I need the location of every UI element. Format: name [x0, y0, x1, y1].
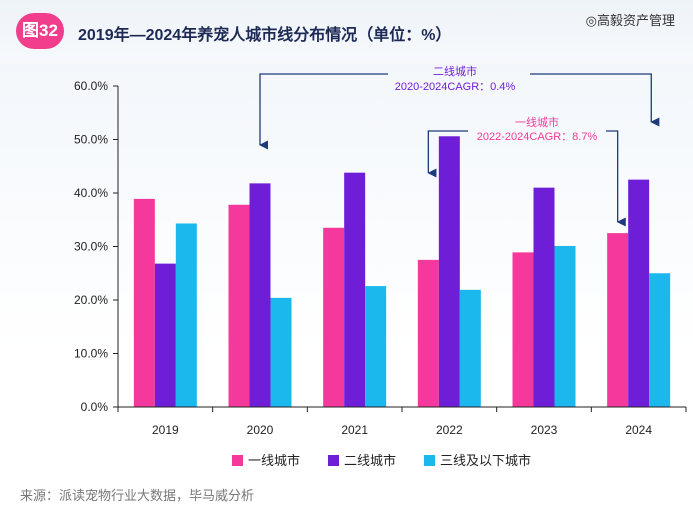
- bar-一线城市-2020: [228, 204, 250, 407]
- x-tick-label: 2024: [625, 423, 652, 437]
- bar-一线城市-2022: [417, 259, 439, 407]
- x-tick-label: 2020: [247, 423, 274, 437]
- legend-label: 三线及以下城市: [440, 453, 531, 468]
- legend-swatch: [328, 455, 339, 466]
- cagr-arrow-tier2-left: [259, 73, 388, 150]
- bar-二线城市-2021: [344, 172, 366, 407]
- bar-一线城市-2024: [607, 233, 629, 407]
- bar-二线城市-2020: [249, 183, 271, 407]
- bar-三线及以下城市-2024: [649, 273, 671, 407]
- x-tick-label: 2019: [152, 423, 179, 437]
- legend-swatch: [232, 455, 243, 466]
- chart-title: 2019年—2024年养宠人城市线分布情况（单位：%）: [78, 27, 452, 44]
- figure-badge: 图32: [16, 13, 64, 49]
- bar-二线城市-2023: [533, 187, 555, 407]
- y-tick-label: 20.0%: [74, 293, 108, 307]
- legend-label: 一线城市: [248, 453, 300, 468]
- bar-三线及以下城市-2022: [459, 289, 481, 407]
- x-axis: 2019 2020 2021 2022 2023 2024: [117, 406, 687, 437]
- y-tick-label: 60.0%: [74, 79, 108, 93]
- bar-二线城市-2022: [438, 136, 460, 408]
- bar-一线城市-2021: [323, 227, 345, 407]
- y-axis: 0.0% 10.0% 20.0% 30.0% 40.0% 50.0% 60.0%: [74, 79, 119, 414]
- cagr-label-tier2-value: 2020-2024CAGR：0.4%: [395, 81, 516, 93]
- bar-一线城市-2023: [512, 252, 534, 407]
- bars: [133, 136, 671, 408]
- legend: 一线城市 二线城市 三线及以下城市: [232, 453, 531, 468]
- watermark: ◎高毅资产管理: [585, 13, 675, 28]
- cagr-arrow-tier2-right: [530, 73, 660, 127]
- cagr-arrow-tier1-right: [606, 130, 626, 227]
- x-tick-label: 2023: [531, 423, 558, 437]
- bar-chart: 0.0%10.0%20.0%30.0%40.0%50.0%60.0% 2019 2…: [74, 64, 687, 468]
- bar-三线及以下城市-2019: [175, 223, 197, 407]
- cagr-label-tier1-name: 一线城市: [515, 115, 559, 129]
- header-band: [0, 0, 693, 64]
- cagr-label-tier1-value: 2022-2024CAGR：8.7%: [477, 131, 598, 143]
- y-tick-label: 0.0%: [81, 400, 109, 414]
- bar-三线及以下城市-2020: [270, 297, 292, 407]
- bar-二线城市-2024: [628, 179, 650, 407]
- legend-label: 二线城市: [344, 453, 396, 468]
- bar-一线城市-2019: [133, 198, 155, 407]
- y-tick-label: 10.0%: [74, 347, 108, 361]
- y-tick-label: 50.0%: [74, 133, 108, 147]
- cagr-arrow-tier1-left: [427, 130, 468, 178]
- bar-三线及以下城市-2021: [365, 286, 387, 407]
- bar-二线城市-2019: [154, 263, 176, 407]
- x-tick-label: 2022: [436, 423, 463, 437]
- y-tick-label: 30.0%: [74, 240, 108, 254]
- legend-swatch: [424, 455, 435, 466]
- y-tick-label: 40.0%: [74, 186, 108, 200]
- cagr-label-tier2-name: 二线城市: [433, 64, 477, 78]
- bar-三线及以下城市-2023: [554, 245, 576, 407]
- x-tick-label: 2021: [341, 423, 368, 437]
- annotations: 二线城市 2020-2024CAGR：0.4% 一线城市 2022-2024CAGR：…: [259, 64, 660, 227]
- source-note: 来源：派读宠物行业大数据，毕马威分析: [20, 488, 255, 503]
